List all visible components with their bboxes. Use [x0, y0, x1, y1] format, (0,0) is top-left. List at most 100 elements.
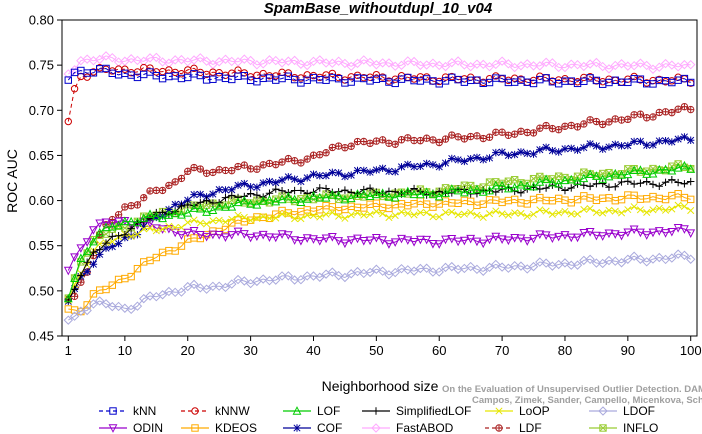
point-simplifiedlof-89 [617, 178, 626, 186]
x-tick-label-90: 90 [621, 343, 635, 358]
point-knn-68 [485, 78, 494, 87]
point-cof-36 [284, 173, 293, 181]
point-inflo-71 [504, 177, 513, 185]
series-line-loop [67, 204, 691, 301]
point-fastabod-74 [522, 59, 532, 69]
point-lof-11 [126, 216, 136, 226]
point-simplifiedlof-41 [316, 184, 324, 192]
point-ldf-46 [347, 142, 355, 150]
point-cof-56 [410, 163, 418, 171]
point-lof-74 [522, 181, 532, 190]
series-line-simplifiedlof [67, 179, 691, 301]
point-fastabod-44 [333, 56, 344, 66]
point-odin-89 [617, 231, 626, 241]
y-tick-label-7: 0.80 [29, 13, 54, 28]
point-simplifiedlof-99 [680, 180, 689, 188]
point-cof-99 [680, 133, 689, 141]
point-odin-65 [466, 234, 476, 244]
point-ldof-49 [365, 267, 375, 278]
legend-marker-fastabod [371, 423, 381, 433]
point-cof-27 [228, 186, 236, 194]
point-fastabod-51 [377, 58, 388, 68]
point-loop-46 [347, 211, 355, 219]
point-ldf-76 [536, 124, 544, 132]
point-odin-79 [554, 232, 564, 242]
point-knn-92 [636, 75, 645, 83]
point-ldof-99 [679, 250, 690, 260]
point-ldf-32 [259, 161, 267, 169]
point-fastabod-10 [120, 56, 130, 66]
point-loop-60 [435, 213, 443, 221]
legend-item-simplifiedlof: SimplifiedLOF [362, 404, 471, 418]
point-cof-37 [290, 175, 299, 183]
point-fastabod-13 [139, 56, 149, 67]
point-ldf-44 [334, 142, 343, 150]
point-ldf-39 [303, 155, 311, 163]
point-cof-92 [636, 137, 645, 145]
point-cof-8 [108, 242, 116, 251]
point-loop-56 [410, 211, 418, 219]
point-cof-6 [96, 250, 104, 259]
point-knnw-89 [617, 78, 626, 86]
point-lof-69 [491, 180, 501, 190]
point-odin-9 [114, 217, 124, 227]
point-lof-29 [239, 195, 249, 205]
series-line-ldof [68, 253, 691, 321]
point-ldof-8 [107, 301, 118, 312]
point-ldf-20 [184, 167, 192, 176]
point-lof-45 [340, 194, 350, 204]
point-odin-75 [529, 234, 538, 244]
point-cof-64 [460, 157, 469, 166]
x-tick-label-30: 30 [243, 343, 257, 358]
point-ldof-35 [277, 271, 287, 281]
point-ldf-81 [567, 121, 575, 130]
legend-label-inflo: INFLO [623, 421, 658, 434]
point-ldof-23 [201, 284, 212, 294]
point-ldof-98 [673, 249, 683, 259]
legend-marker-odin [108, 424, 118, 433]
point-fastabod-97 [667, 60, 677, 70]
point-ldf-43 [328, 143, 337, 152]
point-lof-5 [89, 236, 98, 246]
point-odin-63 [453, 237, 463, 247]
point-cof-60 [435, 163, 443, 171]
point-ldf-9 [114, 211, 123, 219]
point-ldof-45 [340, 272, 350, 283]
point-knn-44 [334, 74, 343, 83]
point-odin-80 [560, 231, 570, 240]
point-lof-10 [120, 216, 130, 226]
point-fastabod-100 [686, 59, 696, 70]
point-cof-98 [674, 135, 682, 143]
legend-label-ldf: LDF [519, 421, 542, 434]
point-simplifiedlof-31 [253, 191, 261, 199]
point-loop-17 [165, 222, 173, 230]
series-fastabod [63, 51, 696, 79]
point-loop-51 [379, 210, 387, 218]
point-simplifiedlof-91 [630, 180, 638, 188]
point-simplifiedlof-34 [272, 185, 280, 193]
point-ldof-100 [686, 254, 696, 264]
point-ldof-69 [491, 259, 501, 270]
point-loop-50 [372, 207, 380, 216]
point-ldof-72 [509, 260, 520, 271]
point-odin-72 [510, 233, 520, 243]
point-lof-89 [617, 170, 626, 179]
point-fastabod-16 [157, 57, 168, 67]
point-cof-93 [643, 141, 651, 149]
point-odin-92 [635, 228, 645, 238]
plot-area [63, 51, 696, 325]
point-simplifiedlof-14 [146, 214, 154, 223]
point-loop-25 [215, 216, 223, 224]
point-knn-75 [529, 79, 538, 88]
point-odin-86 [598, 232, 608, 241]
point-odin-8 [107, 220, 117, 229]
point-odin-31 [252, 232, 262, 242]
point-lof-25 [214, 201, 224, 211]
point-ldf-22 [196, 165, 205, 173]
point-ldf-12 [133, 201, 142, 209]
point-fastabod-4 [82, 54, 92, 64]
point-cof-34 [272, 179, 280, 187]
legend-item-kdeos: KDEOS [181, 421, 257, 434]
point-cof-87 [605, 143, 613, 151]
